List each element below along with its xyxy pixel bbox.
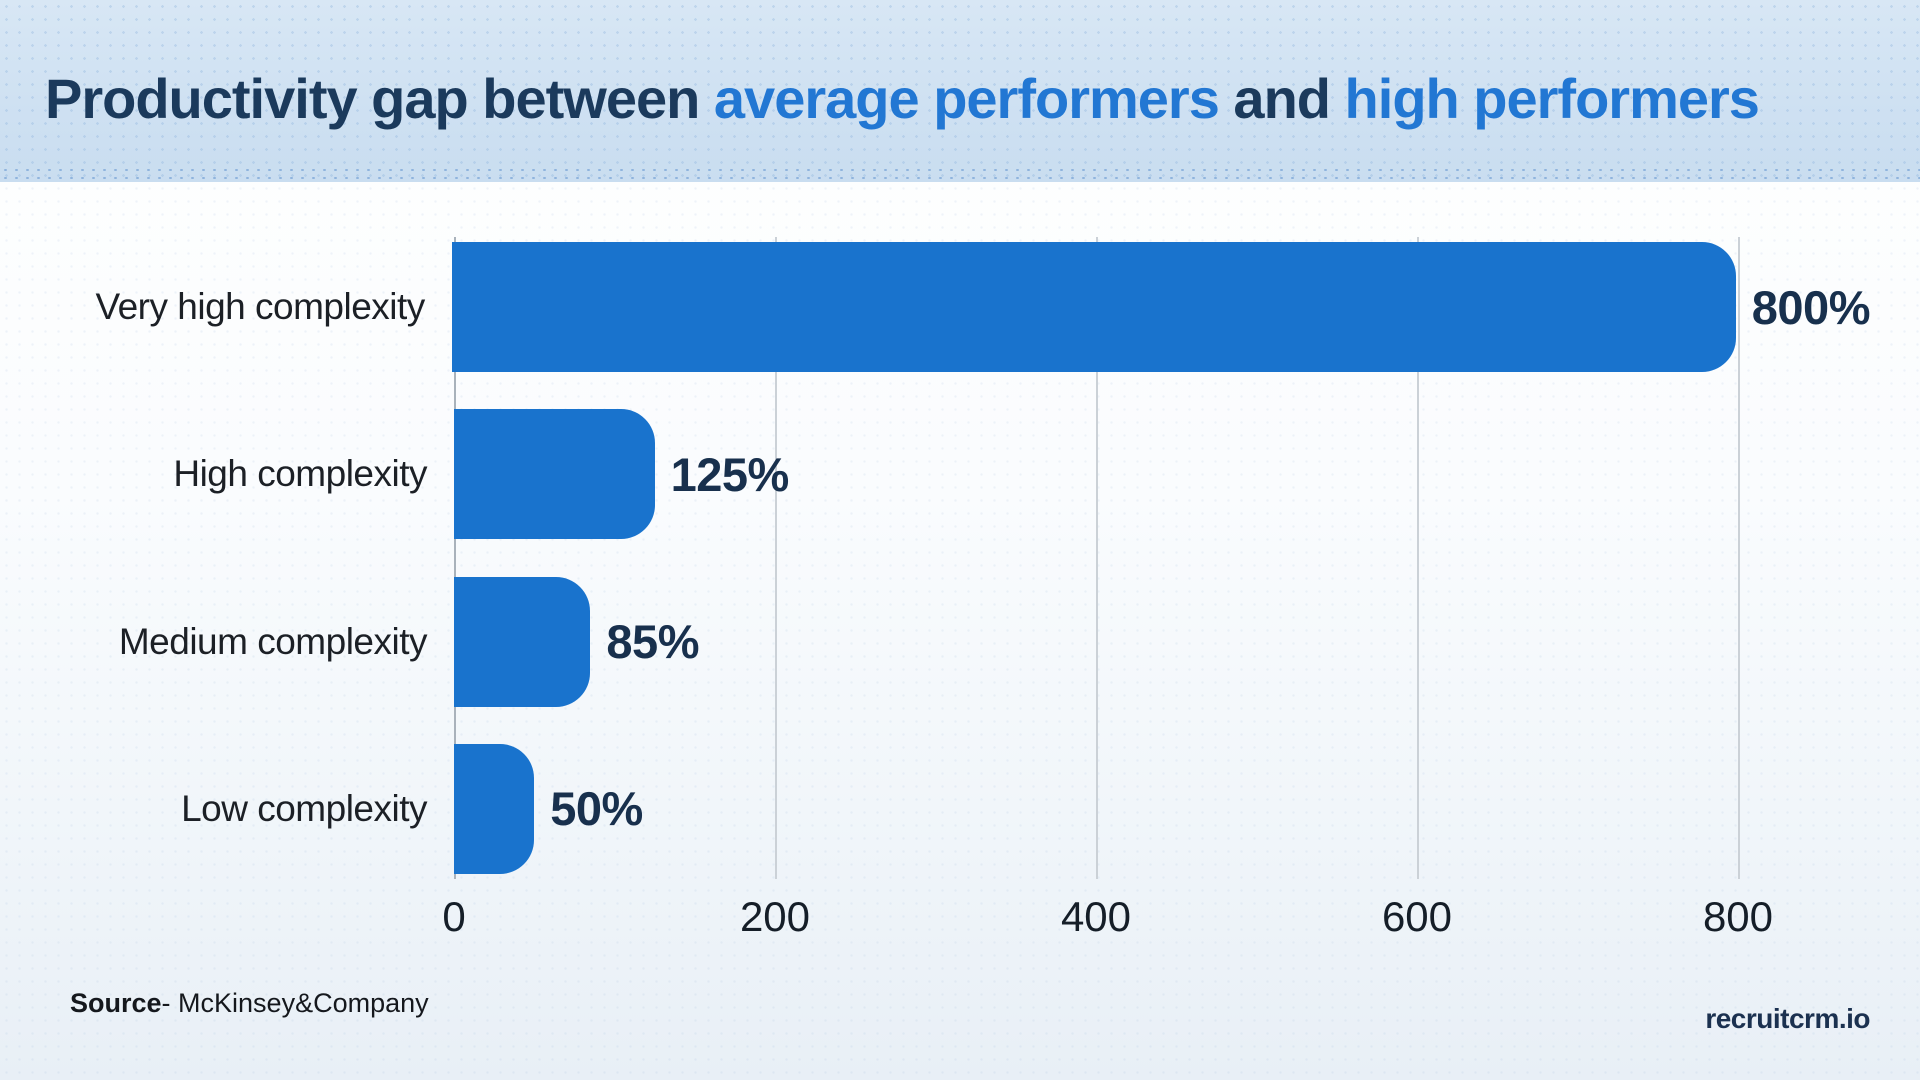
brand-logo: recruitcrm.io <box>1705 1003 1870 1034</box>
x-tick-label-200: 200 <box>739 893 811 940</box>
x-tick-label-800: 800 <box>1702 893 1774 940</box>
bar-track: 125% <box>454 409 1870 540</box>
value-label: 50% <box>550 782 643 836</box>
bar <box>451 242 1736 372</box>
x-tick-label-600: 600 <box>1381 893 1453 940</box>
bar-row: Medium complexity 85% <box>70 576 1870 707</box>
bar-rows: Very high complexity 800% High complexity 1… <box>70 242 1871 874</box>
gridline-0 <box>454 237 456 879</box>
gridline-400 <box>1096 237 1098 879</box>
bar-row: High complexity 125% <box>70 409 1870 540</box>
bar <box>454 409 655 540</box>
value-label: 125% <box>670 447 790 501</box>
bar-row: Low complexity 50% <box>70 743 1870 874</box>
bar-track: 85% <box>454 576 1870 707</box>
gridline-600 <box>1417 237 1419 879</box>
category-label: Low complexity <box>181 787 427 829</box>
category-label: Very high complexity <box>95 286 425 327</box>
source-text: - McKinsey&Company <box>161 988 429 1018</box>
value-label: 85% <box>606 615 699 669</box>
category-label: High complexity <box>173 453 427 495</box>
bar-track: 50% <box>454 743 1870 874</box>
bar-track: 800% <box>451 242 1871 372</box>
bar <box>454 576 591 707</box>
header-band <box>0 0 1920 182</box>
category-label: Medium complexity <box>118 620 428 662</box>
bar-row: Very high complexity 800% <box>70 242 1871 372</box>
source-label: Source <box>70 988 162 1018</box>
title-part-4-highlight: high performers <box>1344 67 1760 130</box>
bar <box>454 743 535 874</box>
source-note: Source- McKinsey&Company <box>70 988 429 1019</box>
title-part-2-highlight: average performers <box>713 67 1220 130</box>
value-label: 800% <box>1751 280 1871 334</box>
gridline-800 <box>1738 237 1740 879</box>
x-axis-ticks: 0 200 400 600 800 <box>442 893 1773 947</box>
plot-gridlines <box>454 237 1740 879</box>
title-part-1: Productivity gap between <box>45 67 714 130</box>
x-tick-label-0: 0 <box>442 893 466 940</box>
gridline-200 <box>775 237 777 879</box>
x-tick-label-400: 400 <box>1060 893 1132 940</box>
chart-title: Productivity gap between average perform… <box>45 68 1895 130</box>
title-part-3: and <box>1218 67 1345 130</box>
